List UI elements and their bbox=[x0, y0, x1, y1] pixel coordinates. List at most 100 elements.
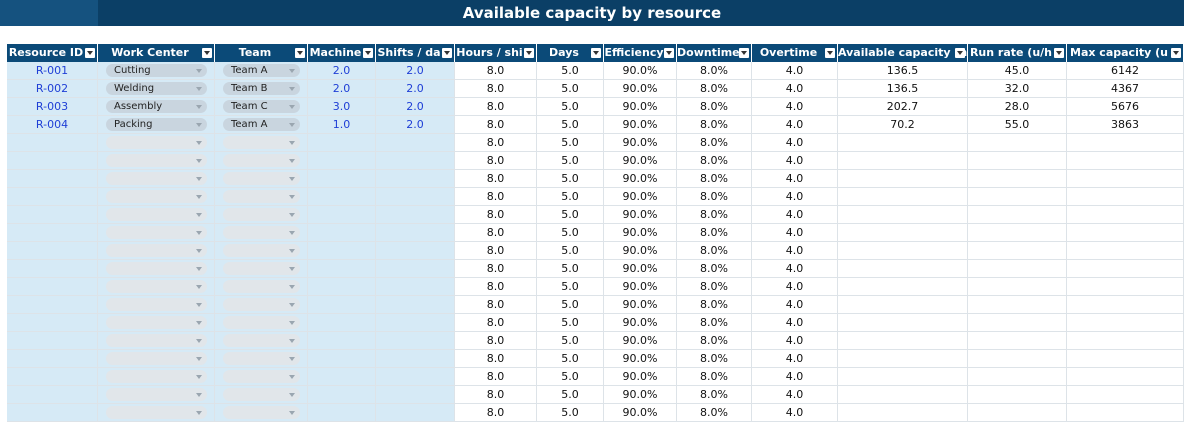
dropdown[interactable] bbox=[223, 262, 300, 275]
dropdown[interactable] bbox=[223, 352, 300, 365]
filter-button[interactable] bbox=[955, 48, 965, 58]
filter-button[interactable] bbox=[1171, 48, 1181, 58]
cell bbox=[1067, 206, 1184, 224]
cell bbox=[968, 188, 1067, 206]
cell bbox=[376, 404, 455, 422]
cell bbox=[7, 260, 98, 278]
dropdown-cell bbox=[98, 350, 215, 368]
cell bbox=[376, 314, 455, 332]
cell bbox=[7, 152, 98, 170]
dropdown[interactable] bbox=[106, 370, 207, 383]
dropdown[interactable] bbox=[106, 406, 207, 419]
cell: 4.0 bbox=[752, 116, 838, 134]
dropdown[interactable] bbox=[223, 172, 300, 185]
filter-button[interactable] bbox=[591, 48, 601, 58]
filter-button[interactable] bbox=[85, 48, 95, 58]
cell bbox=[838, 386, 968, 404]
cell bbox=[968, 170, 1067, 188]
dropdown-cell bbox=[98, 242, 215, 260]
dropdown[interactable]: Team A bbox=[223, 64, 300, 77]
cell: 8.0 bbox=[455, 314, 537, 332]
filter-button[interactable] bbox=[825, 48, 835, 58]
cell bbox=[7, 134, 98, 152]
dropdown[interactable] bbox=[106, 388, 207, 401]
cell bbox=[7, 350, 98, 368]
dropdown[interactable] bbox=[106, 136, 207, 149]
dropdown[interactable] bbox=[106, 154, 207, 167]
title-strip bbox=[0, 0, 98, 26]
dropdown[interactable]: Welding bbox=[106, 82, 207, 95]
cell: 5.0 bbox=[537, 116, 604, 134]
dropdown[interactable]: Assembly bbox=[106, 100, 207, 113]
cell bbox=[838, 350, 968, 368]
cell bbox=[968, 386, 1067, 404]
cell bbox=[308, 170, 376, 188]
dropdown[interactable]: Team A bbox=[223, 118, 300, 131]
filter-button[interactable] bbox=[739, 48, 749, 58]
cell: 4.0 bbox=[752, 98, 838, 116]
dropdown[interactable] bbox=[223, 136, 300, 149]
dropdown-cell bbox=[215, 170, 308, 188]
dropdown[interactable] bbox=[223, 280, 300, 293]
cell: 8.0% bbox=[677, 278, 752, 296]
cell: 2.0 bbox=[308, 62, 376, 80]
dropdown[interactable] bbox=[223, 190, 300, 203]
dropdown[interactable] bbox=[223, 208, 300, 221]
cell bbox=[968, 404, 1067, 422]
cell bbox=[376, 134, 455, 152]
cell bbox=[376, 296, 455, 314]
dropdown[interactable] bbox=[223, 244, 300, 257]
dropdown[interactable]: Packing bbox=[106, 118, 207, 131]
cell bbox=[968, 278, 1067, 296]
dropdown[interactable] bbox=[106, 244, 207, 257]
dropdown[interactable]: Team C bbox=[223, 100, 300, 113]
dropdown-cell: Welding bbox=[98, 80, 215, 98]
dropdown-cell bbox=[98, 260, 215, 278]
cell bbox=[968, 332, 1067, 350]
column-header: Team bbox=[215, 44, 308, 62]
cell: 5.0 bbox=[537, 386, 604, 404]
dropdown[interactable] bbox=[223, 226, 300, 239]
cell: 90.0% bbox=[604, 296, 677, 314]
cell: 90.0% bbox=[604, 404, 677, 422]
dropdown[interactable] bbox=[223, 316, 300, 329]
cell: 3863 bbox=[1067, 116, 1184, 134]
dropdown[interactable] bbox=[223, 334, 300, 347]
dropdown[interactable] bbox=[106, 226, 207, 239]
dropdown[interactable] bbox=[106, 280, 207, 293]
dropdown[interactable] bbox=[223, 154, 300, 167]
cell bbox=[968, 152, 1067, 170]
dropdown[interactable] bbox=[106, 190, 207, 203]
filter-button[interactable] bbox=[664, 48, 674, 58]
filter-button[interactable] bbox=[524, 48, 534, 58]
dropdown[interactable]: Team B bbox=[223, 82, 300, 95]
dropdown[interactable] bbox=[223, 388, 300, 401]
dropdown-cell bbox=[215, 404, 308, 422]
column-header: Shifts / da bbox=[376, 44, 455, 62]
filter-button[interactable] bbox=[1054, 48, 1064, 58]
cell: 8.0 bbox=[455, 116, 537, 134]
dropdown[interactable] bbox=[106, 208, 207, 221]
filter-button[interactable] bbox=[442, 48, 452, 58]
cell bbox=[1067, 242, 1184, 260]
dropdown[interactable] bbox=[106, 334, 207, 347]
dropdown[interactable] bbox=[106, 352, 207, 365]
cell: 90.0% bbox=[604, 134, 677, 152]
dropdown[interactable] bbox=[223, 370, 300, 383]
dropdown[interactable] bbox=[223, 406, 300, 419]
dropdown-cell bbox=[98, 404, 215, 422]
dropdown[interactable] bbox=[106, 316, 207, 329]
dropdown[interactable] bbox=[106, 172, 207, 185]
dropdown[interactable] bbox=[106, 262, 207, 275]
dropdown[interactable]: Cutting bbox=[106, 64, 207, 77]
cell: 8.0% bbox=[677, 368, 752, 386]
cell bbox=[308, 260, 376, 278]
dropdown-cell bbox=[215, 242, 308, 260]
filter-button[interactable] bbox=[363, 48, 373, 58]
cell bbox=[838, 314, 968, 332]
dropdown[interactable] bbox=[223, 298, 300, 311]
filter-button[interactable] bbox=[295, 48, 305, 58]
dropdown[interactable] bbox=[106, 298, 207, 311]
cell: 5.0 bbox=[537, 152, 604, 170]
filter-button[interactable] bbox=[202, 48, 212, 58]
